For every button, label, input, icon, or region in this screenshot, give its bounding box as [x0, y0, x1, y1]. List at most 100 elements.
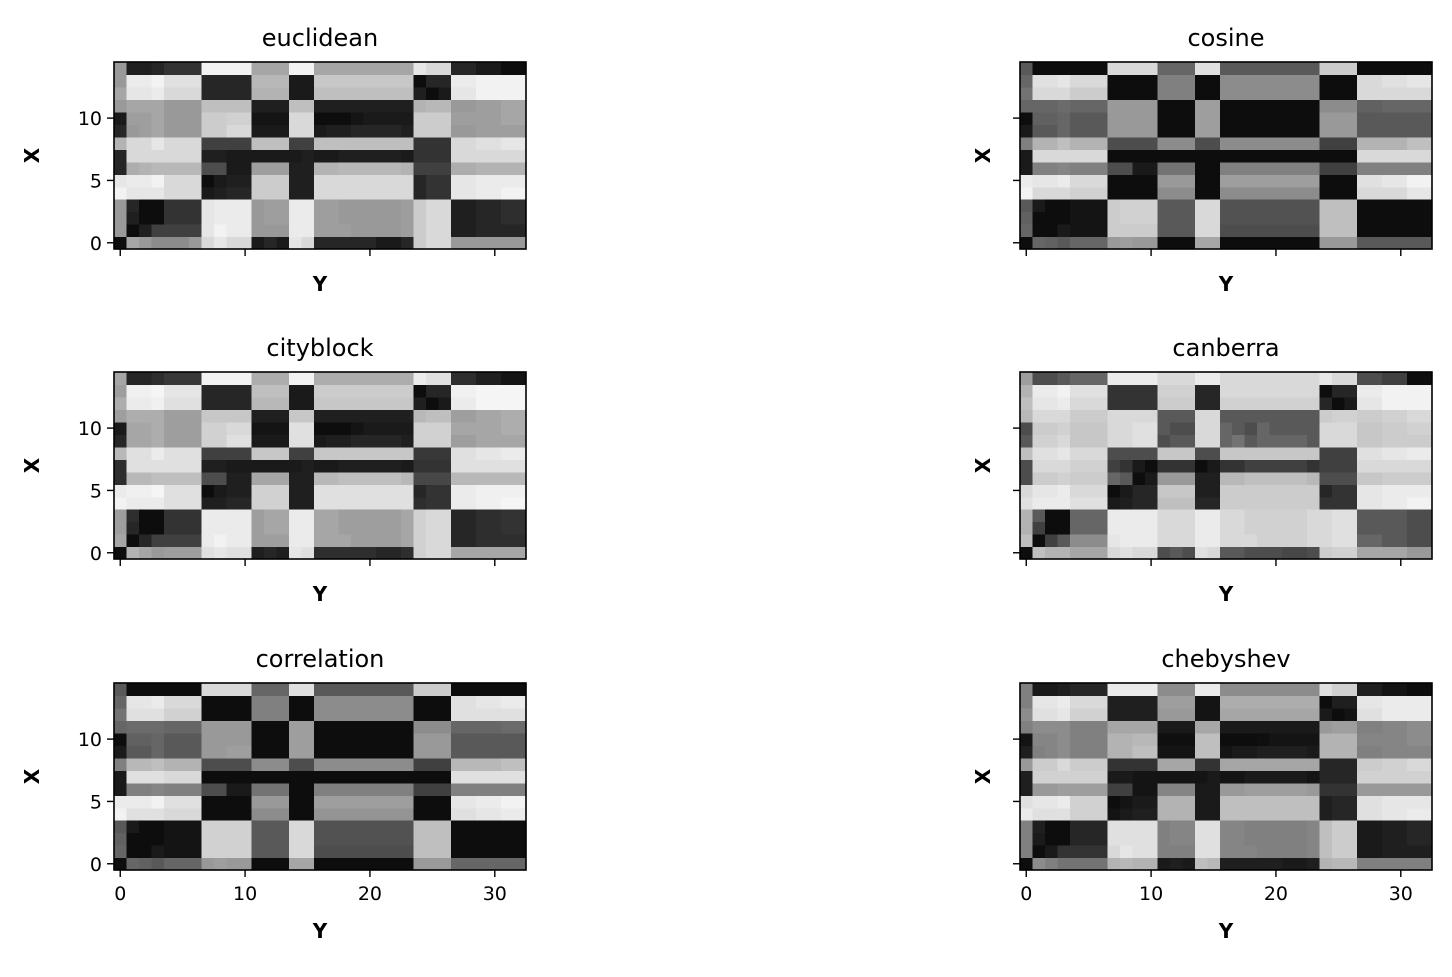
heatmap-cell: [1044, 459, 1059, 473]
heatmap-cell: [326, 186, 340, 200]
heatmap-cell: [1407, 211, 1421, 225]
heatmap-cell: [251, 224, 265, 238]
heatmap-cell: [1082, 161, 1096, 175]
heatmap-cell: [1357, 521, 1371, 535]
heatmap-cell: [1394, 161, 1408, 175]
heatmap-cell: [1094, 174, 1108, 188]
heatmap-cell: [326, 782, 340, 796]
heatmap-cell: [114, 770, 128, 784]
heatmap-cell: [401, 74, 415, 88]
heatmap-cell: [1294, 683, 1308, 697]
heatmap-cell: [413, 782, 427, 796]
heatmap-cell: [301, 99, 315, 113]
heatmap-cell: [1219, 770, 1233, 784]
heatmap-cell: [238, 695, 252, 709]
heatmap-cell: [1094, 546, 1108, 560]
heatmap-cell: [138, 149, 153, 163]
heatmap-cell: [1182, 732, 1196, 746]
heatmap-cell: [326, 174, 340, 188]
heatmap-cell: [1182, 421, 1196, 435]
heatmap-cell: [463, 99, 477, 113]
heatmap-cell: [326, 111, 340, 125]
heatmap-cell: [301, 174, 315, 188]
heatmap-cell: [1307, 384, 1321, 398]
heatmap-cell: [151, 807, 165, 821]
heatmap-cell: [1407, 136, 1421, 150]
heatmap-cell: [313, 484, 327, 498]
heatmap-cell: [1020, 732, 1034, 746]
heatmap-cell: [438, 782, 452, 796]
heatmap-cell: [138, 496, 153, 510]
heatmap-cell: [1057, 683, 1071, 697]
heatmap-cell: [213, 757, 227, 771]
heatmap-cell: [1307, 745, 1321, 759]
heatmap-cell: [1232, 211, 1246, 225]
heatmap-cell: [438, 707, 452, 721]
heatmap-cell: [351, 546, 365, 560]
heatmap-cell: [1169, 770, 1183, 784]
heatmap-cell: [1020, 236, 1034, 250]
heatmap-cell: [426, 459, 440, 473]
heatmap-cell: [1207, 795, 1221, 809]
heatmap-cell: [238, 521, 252, 535]
heatmap-cell: [1244, 136, 1258, 150]
heatmap-cell: [1257, 471, 1271, 485]
heatmap-cell: [1082, 111, 1096, 125]
heatmap-cell: [1307, 421, 1321, 435]
heatmap-cell: [1057, 111, 1071, 125]
heatmap-cell: [476, 99, 490, 113]
heatmap-cell: [188, 434, 202, 448]
heatmap-cell: [226, 124, 240, 138]
heatmap-cell: [313, 807, 327, 821]
heatmap-cell: [1082, 757, 1096, 771]
heatmap-cell: [188, 421, 202, 435]
heatmap-cell: [1219, 236, 1233, 250]
heatmap-cell: [1269, 807, 1283, 821]
heatmap-cell: [263, 857, 277, 871]
heatmap-cell: [151, 384, 165, 398]
heatmap-cell: [451, 720, 465, 734]
heatmap-cell: [1020, 795, 1034, 809]
heatmap-cell: [426, 211, 440, 225]
heatmap-cell: [1144, 161, 1158, 175]
heatmap-cell: [1357, 124, 1371, 138]
heatmap-cell: [413, 186, 427, 200]
heatmap-cell: [1132, 384, 1146, 398]
heatmap-cell: [413, 396, 427, 410]
heatmap-cell: [488, 770, 502, 784]
heatmap-cell: [151, 186, 165, 200]
heatmap-cell: [338, 732, 352, 746]
heatmap-cell: [1044, 795, 1059, 809]
heatmap-cell: [363, 186, 377, 200]
heatmap-cell: [176, 484, 190, 498]
heatmap-cell: [1119, 199, 1133, 213]
heatmap-cell: [263, 459, 277, 473]
heatmap-cell: [1194, 757, 1208, 771]
heatmap-cell: [188, 384, 202, 398]
heatmap-cell: [1119, 770, 1133, 784]
heatmap-cell: [426, 832, 440, 846]
heatmap-cells: [1020, 372, 1433, 560]
heatmap-cell: [226, 807, 240, 821]
heatmap-cell: [1057, 496, 1071, 510]
heatmap-cell: [1044, 446, 1059, 460]
heatmap-cell: [1182, 757, 1196, 771]
heatmap-cell: [313, 161, 327, 175]
heatmap-cell: [1169, 745, 1183, 759]
heatmap-cell: [1032, 199, 1046, 213]
heatmap-cell: [1344, 99, 1358, 113]
heatmap-cell: [1294, 174, 1308, 188]
heatmap-cell: [501, 770, 515, 784]
heatmap-cell: [476, 199, 490, 213]
heatmap-cell: [1020, 434, 1034, 448]
heatmap-cell: [401, 707, 415, 721]
heatmap-cell: [1032, 149, 1046, 163]
heatmap-cell: [1107, 845, 1121, 859]
heatmap-cell: [126, 186, 140, 200]
heatmap-cell: [326, 409, 340, 423]
heatmap-cell: [276, 236, 290, 250]
heatmap-cell: [1069, 707, 1084, 721]
heatmap-cell: [513, 434, 527, 448]
heatmap-cell: [1407, 471, 1421, 485]
heatmap-cell: [326, 484, 340, 498]
